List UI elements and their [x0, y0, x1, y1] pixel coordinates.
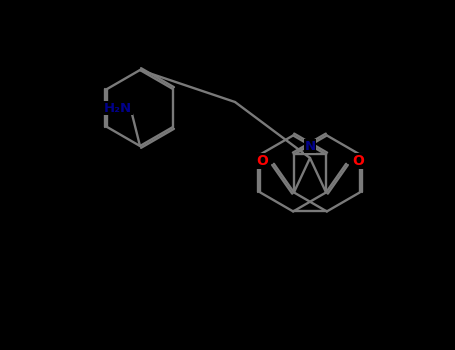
- Text: O: O: [352, 154, 364, 168]
- Text: N: N: [304, 140, 316, 153]
- Text: H₂N: H₂N: [104, 102, 132, 114]
- Text: O: O: [256, 154, 268, 168]
